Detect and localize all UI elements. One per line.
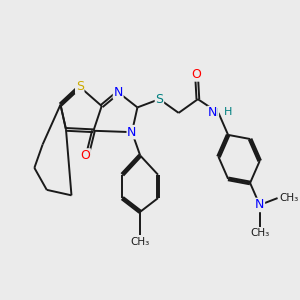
Text: S: S	[76, 80, 84, 93]
Text: N: N	[255, 199, 264, 212]
Text: N: N	[208, 106, 217, 119]
Text: N: N	[127, 126, 136, 139]
Text: H: H	[211, 108, 218, 118]
Text: S: S	[155, 93, 164, 106]
Text: O: O	[192, 68, 201, 81]
Text: N: N	[113, 86, 123, 99]
Text: CH₃: CH₃	[250, 228, 269, 238]
Text: CH₃: CH₃	[130, 237, 150, 247]
Text: H: H	[224, 106, 232, 116]
Text: O: O	[80, 149, 90, 162]
Text: CH₃: CH₃	[279, 193, 298, 203]
